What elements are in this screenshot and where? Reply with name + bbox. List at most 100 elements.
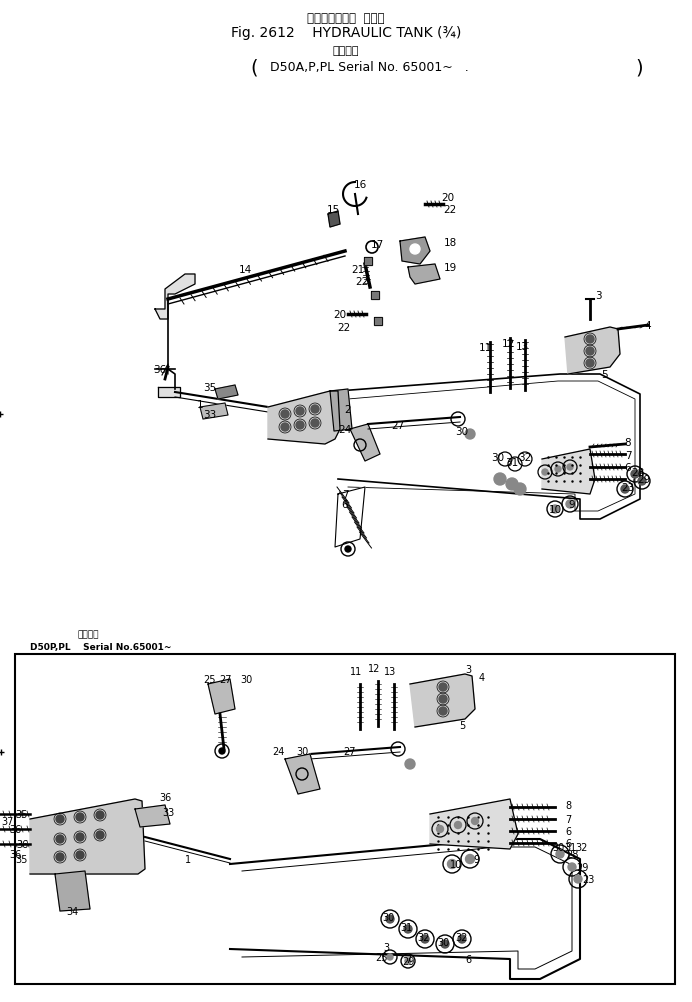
Circle shape bbox=[439, 695, 447, 703]
Text: 19: 19 bbox=[444, 263, 457, 273]
Text: 12: 12 bbox=[368, 663, 380, 673]
Circle shape bbox=[76, 834, 84, 841]
Text: 29: 29 bbox=[402, 956, 415, 966]
Text: 11: 11 bbox=[478, 343, 491, 353]
Text: 30: 30 bbox=[552, 842, 564, 852]
Text: 適用号機: 適用号機 bbox=[333, 46, 359, 56]
Text: 30: 30 bbox=[437, 937, 449, 947]
Polygon shape bbox=[30, 800, 145, 874]
Circle shape bbox=[514, 484, 526, 496]
Text: 3: 3 bbox=[594, 291, 601, 301]
Text: 8: 8 bbox=[625, 438, 631, 448]
Polygon shape bbox=[55, 871, 90, 911]
Circle shape bbox=[586, 348, 594, 356]
Polygon shape bbox=[328, 211, 340, 227]
Text: Fig. 2612    HYDRAULIC TANK (¾): Fig. 2612 HYDRAULIC TANK (¾) bbox=[231, 26, 461, 40]
Circle shape bbox=[56, 816, 64, 824]
Text: 3: 3 bbox=[465, 664, 471, 674]
Text: 30: 30 bbox=[240, 674, 252, 684]
Text: 7: 7 bbox=[625, 451, 631, 461]
Polygon shape bbox=[285, 755, 320, 795]
Circle shape bbox=[439, 683, 447, 691]
Circle shape bbox=[437, 826, 444, 833]
Circle shape bbox=[405, 760, 415, 770]
Circle shape bbox=[296, 408, 304, 416]
Polygon shape bbox=[135, 806, 170, 828]
Circle shape bbox=[471, 818, 478, 825]
Text: 34: 34 bbox=[66, 906, 78, 916]
Text: 6: 6 bbox=[342, 500, 348, 509]
Polygon shape bbox=[430, 800, 518, 849]
Polygon shape bbox=[369, 241, 375, 254]
Circle shape bbox=[281, 411, 289, 419]
Circle shape bbox=[448, 860, 457, 869]
Text: 6: 6 bbox=[625, 463, 631, 473]
Polygon shape bbox=[408, 265, 440, 285]
Text: (: ( bbox=[250, 58, 257, 77]
Text: 30: 30 bbox=[382, 912, 394, 922]
Text: 2: 2 bbox=[345, 405, 352, 415]
Text: 10: 10 bbox=[549, 504, 562, 514]
Polygon shape bbox=[371, 292, 379, 300]
Text: 9: 9 bbox=[473, 854, 479, 864]
Text: 24: 24 bbox=[338, 425, 352, 435]
Circle shape bbox=[404, 925, 412, 933]
Text: 6: 6 bbox=[565, 838, 571, 848]
Circle shape bbox=[621, 486, 629, 494]
Text: 15: 15 bbox=[327, 204, 340, 214]
Text: 4: 4 bbox=[645, 321, 651, 331]
Polygon shape bbox=[400, 237, 430, 265]
Text: 36: 36 bbox=[9, 825, 21, 835]
Circle shape bbox=[441, 940, 449, 948]
Circle shape bbox=[568, 863, 576, 871]
Circle shape bbox=[439, 707, 447, 715]
Text: 30: 30 bbox=[455, 427, 468, 437]
Text: 17: 17 bbox=[370, 239, 383, 249]
Circle shape bbox=[542, 470, 548, 476]
Polygon shape bbox=[410, 674, 475, 727]
Circle shape bbox=[631, 471, 639, 479]
Circle shape bbox=[466, 855, 475, 864]
Text: 32: 32 bbox=[418, 932, 430, 942]
Circle shape bbox=[421, 935, 429, 943]
Text: 13: 13 bbox=[516, 342, 529, 352]
Text: 8: 8 bbox=[565, 801, 571, 811]
Text: 18: 18 bbox=[444, 237, 457, 247]
Circle shape bbox=[410, 244, 420, 255]
Text: 6: 6 bbox=[565, 827, 571, 836]
Text: 27: 27 bbox=[344, 746, 356, 757]
Text: 14: 14 bbox=[238, 265, 252, 275]
Text: 25: 25 bbox=[203, 674, 216, 684]
Circle shape bbox=[566, 501, 574, 508]
Text: 11: 11 bbox=[350, 666, 362, 676]
Text: 36: 36 bbox=[16, 839, 28, 849]
Text: 9: 9 bbox=[569, 500, 575, 509]
Circle shape bbox=[567, 465, 573, 471]
Polygon shape bbox=[364, 258, 372, 266]
Circle shape bbox=[455, 822, 462, 829]
Text: 20: 20 bbox=[441, 192, 455, 202]
Circle shape bbox=[551, 505, 559, 513]
Text: 22: 22 bbox=[356, 277, 369, 287]
Circle shape bbox=[96, 812, 104, 820]
Text: 13: 13 bbox=[384, 666, 396, 676]
Text: 6: 6 bbox=[465, 954, 471, 964]
Text: 5: 5 bbox=[601, 370, 608, 380]
Text: 30: 30 bbox=[296, 746, 308, 757]
Polygon shape bbox=[542, 450, 595, 495]
Polygon shape bbox=[565, 328, 620, 375]
Text: 21: 21 bbox=[352, 265, 365, 275]
Text: 35: 35 bbox=[16, 810, 28, 820]
Circle shape bbox=[96, 832, 104, 839]
Text: 7: 7 bbox=[342, 490, 348, 500]
Polygon shape bbox=[200, 404, 228, 420]
Circle shape bbox=[76, 851, 84, 859]
Text: 29: 29 bbox=[637, 475, 650, 485]
Text: 7: 7 bbox=[405, 954, 411, 964]
Text: 37: 37 bbox=[2, 817, 15, 827]
Text: 32: 32 bbox=[518, 453, 531, 463]
Text: 29: 29 bbox=[576, 862, 588, 872]
Text: 32: 32 bbox=[576, 842, 588, 852]
Text: 30: 30 bbox=[491, 453, 504, 463]
Text: 24: 24 bbox=[272, 746, 284, 757]
